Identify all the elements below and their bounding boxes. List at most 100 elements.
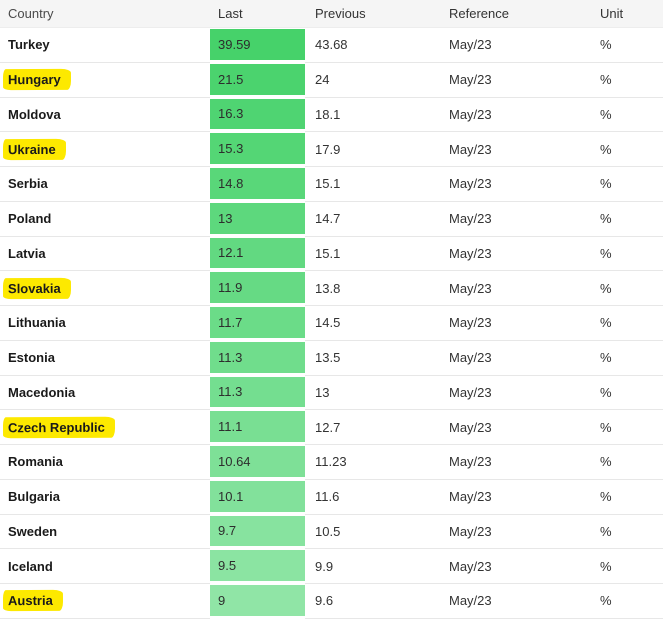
reference-value: May/23 bbox=[441, 98, 592, 133]
previous-value: 9.9 bbox=[305, 549, 441, 584]
unit-value: % bbox=[592, 202, 663, 237]
reference-value: May/23 bbox=[441, 63, 592, 98]
last-value-cell: 9 bbox=[210, 584, 305, 619]
reference-value: May/23 bbox=[441, 306, 592, 341]
country-link[interactable]: Slovakia bbox=[2, 277, 71, 299]
last-value-cell: 15.3 bbox=[210, 132, 305, 167]
previous-value: 9.6 bbox=[305, 584, 441, 619]
country-cell: Moldova bbox=[0, 98, 210, 133]
country-link[interactable]: Austria bbox=[2, 590, 63, 612]
country-cell: Sweden bbox=[0, 515, 210, 550]
country-link[interactable]: Latvia bbox=[8, 245, 46, 261]
reference-value: May/23 bbox=[441, 584, 592, 619]
table-row: Sweden 9.7 10.5 May/23 % bbox=[0, 515, 663, 550]
last-value-cell: 11.9 bbox=[210, 271, 305, 306]
last-value-cell: 13 bbox=[210, 202, 305, 237]
header-previous[interactable]: Previous bbox=[315, 6, 366, 21]
country-link[interactable]: Macedonia bbox=[8, 384, 76, 400]
country-link[interactable]: Sweden bbox=[8, 523, 58, 539]
country-link[interactable]: Hungary bbox=[2, 68, 71, 91]
table-row: Romania 10.64 11.23 May/23 % bbox=[0, 445, 663, 480]
country-link[interactable]: Moldova bbox=[8, 106, 61, 122]
country-link[interactable]: Poland bbox=[8, 211, 52, 227]
last-value: 9.5 bbox=[210, 550, 305, 581]
header-country[interactable]: Country bbox=[8, 6, 54, 21]
country-cell: Hungary bbox=[0, 63, 210, 98]
country-link[interactable]: Lithuania bbox=[8, 315, 66, 331]
country-link[interactable]: Romania bbox=[8, 454, 63, 470]
last-value: 39.59 bbox=[210, 29, 305, 60]
country-link[interactable]: Turkey bbox=[8, 37, 50, 53]
header-reference[interactable]: Reference bbox=[449, 6, 509, 21]
unit-value: % bbox=[592, 167, 663, 202]
reference-value: May/23 bbox=[441, 202, 592, 237]
last-value: 9 bbox=[210, 585, 305, 616]
last-value: 15.3 bbox=[210, 133, 305, 164]
previous-value: 10.5 bbox=[305, 515, 441, 550]
country-cell: Austria bbox=[0, 584, 210, 619]
country-cell: Macedonia bbox=[0, 376, 210, 411]
country-cell: Lithuania bbox=[0, 306, 210, 341]
previous-value: 11.23 bbox=[305, 445, 441, 480]
country-cell: Czech Republic bbox=[0, 410, 210, 445]
last-value-cell: 9.5 bbox=[210, 549, 305, 584]
last-value: 11.9 bbox=[210, 272, 305, 303]
previous-value: 11.6 bbox=[305, 480, 441, 515]
reference-value: May/23 bbox=[441, 410, 592, 445]
last-value-cell: 39.59 bbox=[210, 28, 305, 63]
reference-value: May/23 bbox=[441, 480, 592, 515]
country-link[interactable]: Serbia bbox=[8, 176, 48, 192]
last-value-cell: 10.1 bbox=[210, 480, 305, 515]
country-link[interactable]: Estonia bbox=[8, 350, 55, 366]
country-link[interactable]: Iceland bbox=[8, 558, 53, 574]
country-cell: Poland bbox=[0, 202, 210, 237]
previous-value: 12.7 bbox=[305, 410, 441, 445]
reference-value: May/23 bbox=[441, 445, 592, 480]
table-row: Austria 9 9.6 May/23 % bbox=[0, 584, 663, 619]
previous-value: 13.8 bbox=[305, 271, 441, 306]
reference-value: May/23 bbox=[441, 237, 592, 272]
last-value: 11.3 bbox=[210, 341, 305, 373]
previous-value: 18.1 bbox=[305, 98, 441, 133]
previous-value: 43.68 bbox=[305, 28, 441, 63]
last-value-cell: 9.7 bbox=[210, 515, 305, 550]
last-value-cell: 11.7 bbox=[210, 306, 305, 341]
previous-value: 15.1 bbox=[305, 167, 441, 202]
last-value: 13 bbox=[210, 202, 305, 234]
last-value-cell: 21.5 bbox=[210, 63, 305, 98]
country-link[interactable]: Czech Republic bbox=[2, 416, 115, 438]
country-cell: Turkey bbox=[0, 28, 210, 63]
country-cell: Romania bbox=[0, 445, 210, 480]
last-value: 12.1 bbox=[210, 237, 305, 269]
table-row: Lithuania 11.7 14.5 May/23 % bbox=[0, 306, 663, 341]
table-body: Turkey 39.59 43.68 May/23 % Hungary 21.5… bbox=[0, 28, 663, 619]
country-link[interactable]: Ukraine bbox=[2, 138, 66, 160]
last-value: 11.3 bbox=[210, 376, 305, 408]
last-value: 14.8 bbox=[210, 168, 305, 199]
reference-value: May/23 bbox=[441, 271, 592, 306]
header-last[interactable]: Last bbox=[218, 6, 243, 21]
last-value: 10.1 bbox=[210, 480, 305, 512]
country-cell: Bulgaria bbox=[0, 480, 210, 515]
country-cell: Serbia bbox=[0, 167, 210, 202]
last-value-cell: 16.3 bbox=[210, 98, 305, 133]
previous-value: 13.5 bbox=[305, 341, 441, 376]
last-value-cell: 11.1 bbox=[210, 410, 305, 445]
reference-value: May/23 bbox=[441, 28, 592, 63]
table-row: Turkey 39.59 43.68 May/23 % bbox=[0, 28, 663, 63]
last-value-cell: 12.1 bbox=[210, 237, 305, 272]
country-link[interactable]: Bulgaria bbox=[8, 489, 61, 505]
table-row: Hungary 21.5 24 May/23 % bbox=[0, 63, 663, 98]
last-value-cell: 11.3 bbox=[210, 341, 305, 376]
unit-value: % bbox=[592, 445, 663, 480]
table-row: Poland 13 14.7 May/23 % bbox=[0, 202, 663, 237]
previous-value: 13 bbox=[305, 376, 441, 411]
last-value-cell: 10.64 bbox=[210, 445, 305, 480]
previous-value: 15.1 bbox=[305, 237, 441, 272]
unit-value: % bbox=[592, 549, 663, 584]
header-unit[interactable]: Unit bbox=[600, 6, 624, 21]
last-value: 16.3 bbox=[210, 98, 305, 130]
reference-value: May/23 bbox=[441, 167, 592, 202]
unit-value: % bbox=[592, 28, 663, 63]
last-value: 11.1 bbox=[210, 411, 305, 442]
